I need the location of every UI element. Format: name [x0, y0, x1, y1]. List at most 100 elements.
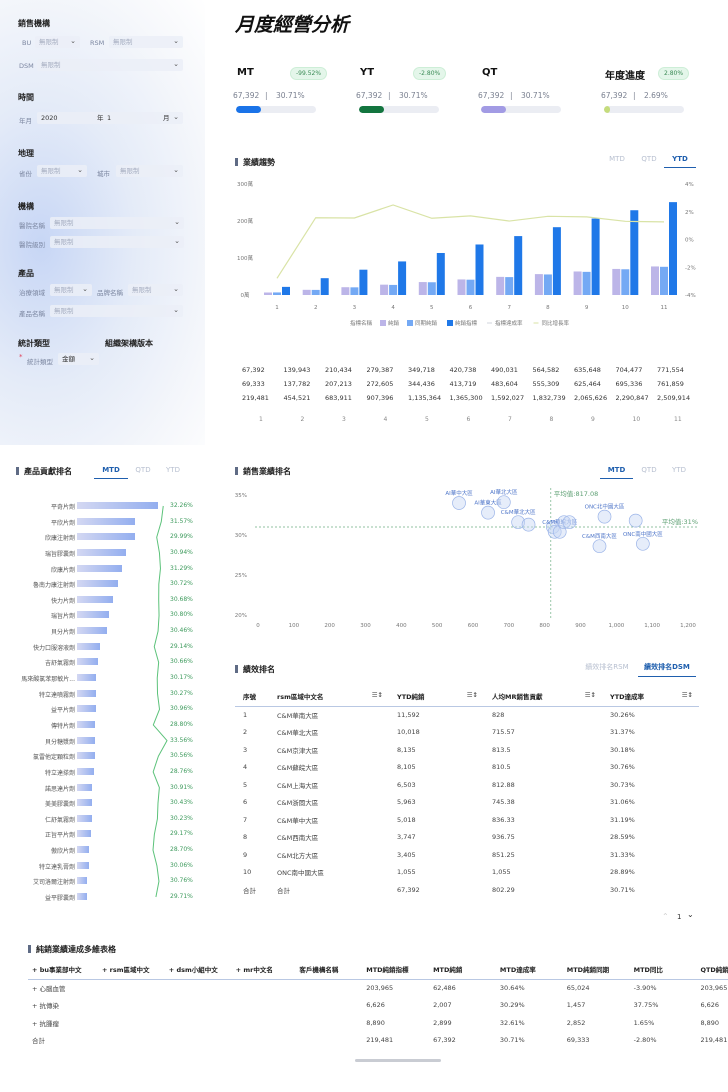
trend-table-cell: 483,604: [491, 380, 518, 388]
page-prev-icon[interactable]: ⌃: [662, 912, 669, 921]
sales-tab-ytd[interactable]: YTD: [672, 466, 686, 474]
column-header[interactable]: MTD同比: [629, 960, 697, 980]
product-bar: [77, 846, 90, 854]
product-tab-qtd[interactable]: QTD: [135, 466, 151, 474]
table-cell: 1.65%: [633, 1018, 655, 1027]
table-cell: 2,899: [433, 1018, 452, 1027]
column-header[interactable]: QTD純銷指標: [696, 960, 728, 980]
column-header[interactable]: YTD純銷 ☰↕: [389, 686, 484, 707]
bu-select[interactable]: 無限制 ⌄: [35, 36, 80, 48]
row-group-cell[interactable]: + 抗腫瘤: [28, 1014, 362, 1032]
row-group-cell[interactable]: + 抗傳染: [28, 997, 362, 1015]
column-header[interactable]: MTD純銷指標: [362, 960, 430, 980]
hospital-level-select[interactable]: 無限制 ⌄: [50, 236, 184, 248]
scatter-point: [481, 505, 495, 520]
kpi-progress-fill: [236, 106, 261, 113]
sort-icon[interactable]: ☰↕: [371, 690, 383, 699]
expand-icon[interactable]: +: [32, 1002, 40, 1011]
therapy-select[interactable]: 無限制 ⌄: [50, 284, 92, 296]
expand-icon[interactable]: +: [32, 1019, 40, 1028]
table-cell: 11,592: [397, 711, 420, 719]
sort-icon[interactable]: ☰↕: [466, 690, 478, 699]
trend-table-cell: 413,719: [449, 380, 477, 388]
column-header[interactable]: MTD達成率: [495, 960, 563, 980]
product-name: 氯雷他定顆粒劑: [32, 754, 75, 762]
expand-icon[interactable]: +: [235, 966, 244, 975]
sort-icon[interactable]: ☰↕: [584, 690, 596, 699]
sales-tab-qtd[interactable]: QTD: [641, 466, 657, 474]
table-cell: C&M浙閩大區: [277, 799, 319, 808]
x-tick: 900: [575, 623, 586, 629]
column-header[interactable]: MTD純銷: [429, 960, 496, 980]
expand-icon[interactable]: +: [32, 985, 40, 993]
product-rate: 30.91%: [170, 783, 193, 791]
column-header[interactable]: + bu事業部中文: [28, 960, 98, 980]
page-next-icon[interactable]: ⌄: [687, 910, 694, 919]
stat-type-select[interactable]: 金額 ⌄: [58, 353, 99, 365]
column-header[interactable]: 客戶機構名稱: [295, 960, 363, 980]
bar-同期純銷: [273, 292, 281, 295]
table-row: 9 C&M北方大區 3,405 851.25 31.33%: [235, 846, 699, 864]
dsm-select[interactable]: 無限制 ⌄: [37, 59, 183, 71]
x-tick: 4: [391, 305, 395, 311]
horizontal-scrollbar[interactable]: [355, 1059, 441, 1062]
product-rate: 30.46%: [170, 627, 193, 635]
stat-type-value: 金額: [62, 355, 75, 363]
product-tab-mtd[interactable]: MTD: [94, 466, 128, 479]
bar-純銷指標: [552, 227, 561, 295]
trend-tab-mtd[interactable]: MTD: [609, 155, 625, 163]
column-header[interactable]: MTD純銷同期: [562, 960, 630, 980]
table-cell: 65,024: [566, 984, 590, 992]
bar-純銷指標: [475, 244, 484, 295]
column-header[interactable]: + dsm小組中文: [164, 960, 232, 980]
brand-select[interactable]: 無限制 ⌄: [128, 284, 183, 296]
trend-table-col: 6: [466, 416, 471, 423]
expand-icon[interactable]: +: [32, 966, 40, 975]
scatter-point: [597, 509, 612, 524]
expand-icon[interactable]: +: [101, 966, 110, 975]
city-select[interactable]: 無限制 ⌄: [116, 165, 183, 177]
column-header[interactable]: 序號: [235, 686, 269, 707]
scatter-point: [511, 515, 525, 530]
product-name-select[interactable]: 無限制 ⌄: [50, 305, 183, 317]
sort-icon[interactable]: ☰↕: [681, 690, 693, 699]
bar-純銷: [418, 282, 427, 295]
kpi-value: 67,392: [601, 91, 628, 100]
hospital-name-select[interactable]: 無限制 ⌄: [50, 217, 184, 229]
scatter-point: [496, 495, 511, 510]
column-header[interactable]: + rsm區域中文: [97, 960, 165, 980]
product-bar: [77, 627, 107, 635]
trend-tab-ytd[interactable]: YTD: [664, 155, 696, 168]
rsm-select[interactable]: 無限制 ⌄: [109, 36, 183, 48]
table-cell: 30.76%: [610, 763, 635, 772]
trend-tab-qtd[interactable]: QTD: [641, 155, 657, 163]
trend-table-col: 3: [342, 416, 346, 423]
column-header[interactable]: + mr中文名: [231, 960, 296, 980]
product-rate: 30.80%: [170, 611, 193, 619]
product-name: 平奇片劑: [50, 504, 75, 511]
column-header[interactable]: 人均MR銷售貢獻 ☰↕: [484, 686, 602, 707]
x-tick: 1,000: [608, 623, 624, 629]
perf-tab-rsm[interactable]: 績效排名RSM: [585, 663, 629, 671]
column-header[interactable]: rsm區域中文名 ☰↕: [269, 686, 389, 707]
x-tick: 7: [507, 305, 511, 311]
bar-同期純銷: [660, 266, 668, 295]
sales-tab-mtd[interactable]: MTD: [600, 466, 633, 479]
year-month-picker[interactable]: 2020 年 1 月 ⌄: [37, 112, 183, 124]
trend-table-cell: 1,135,364: [408, 394, 442, 402]
column-header[interactable]: YTD達成率 ☰↕: [602, 686, 699, 707]
table-cell: 3: [243, 745, 248, 754]
perf-tab-dsm[interactable]: 績效排名DSM: [638, 662, 696, 677]
legend-swatch: [447, 320, 453, 326]
row-group-cell[interactable]: + 心腦血管: [28, 979, 362, 997]
province-select[interactable]: 無限制 ⌄: [37, 165, 87, 177]
kpi-rate: 2.69%: [644, 91, 668, 100]
product-tab-ytd[interactable]: YTD: [166, 466, 180, 474]
line-yoy-growth: [276, 204, 665, 279]
city-value: 無限制: [120, 167, 140, 175]
kpi-value: 67,392: [356, 91, 383, 100]
point-label: ONC南中國大區: [623, 530, 663, 538]
x-tick: 1: [275, 305, 279, 311]
trend-table-cell: 635,648: [574, 366, 601, 374]
expand-icon[interactable]: +: [168, 966, 177, 975]
